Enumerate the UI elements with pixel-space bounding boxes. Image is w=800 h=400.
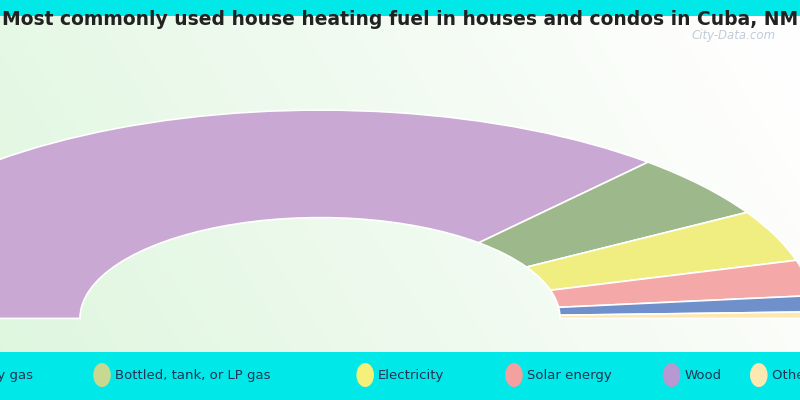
Text: Other fuel: Other fuel (771, 368, 800, 382)
Text: Wood: Wood (685, 368, 722, 382)
Text: Solar energy: Solar energy (526, 368, 611, 382)
Text: Most commonly used house heating fuel in houses and condos in Cuba, NM: Most commonly used house heating fuel in… (2, 10, 798, 29)
Text: Bottled, tank, or LP gas: Bottled, tank, or LP gas (114, 368, 270, 382)
Ellipse shape (663, 363, 680, 387)
Text: City-Data.com: City-Data.com (692, 30, 776, 42)
Wedge shape (550, 260, 800, 307)
Wedge shape (0, 110, 648, 318)
Ellipse shape (750, 363, 767, 387)
Ellipse shape (356, 363, 374, 387)
Text: Electricity: Electricity (378, 368, 444, 382)
Text: Utility gas: Utility gas (0, 368, 33, 382)
Wedge shape (558, 296, 800, 315)
Wedge shape (560, 312, 800, 318)
Ellipse shape (93, 363, 110, 387)
Wedge shape (526, 212, 796, 290)
Ellipse shape (506, 363, 523, 387)
Wedge shape (478, 162, 747, 267)
